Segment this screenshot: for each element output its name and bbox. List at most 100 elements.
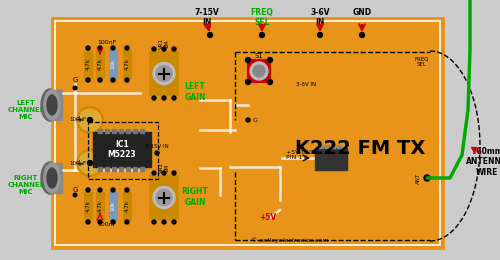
Bar [123, 50, 131, 78]
Circle shape [162, 220, 166, 224]
Circle shape [125, 220, 129, 224]
Circle shape [152, 47, 156, 51]
Circle shape [246, 80, 250, 84]
Circle shape [111, 188, 115, 192]
Bar [331, 145, 335, 148]
Circle shape [424, 175, 430, 181]
Bar [123, 192, 131, 220]
Bar [96, 50, 104, 78]
Bar [105, 167, 109, 171]
Circle shape [73, 86, 77, 90]
Circle shape [360, 32, 364, 37]
Text: ANT: ANT [416, 172, 421, 184]
Bar [337, 145, 341, 148]
Text: K222 FM TX: K222 FM TX [295, 139, 425, 158]
Bar [112, 129, 116, 133]
Circle shape [155, 151, 159, 155]
Circle shape [98, 46, 102, 50]
Circle shape [172, 220, 176, 224]
Bar [150, 176, 178, 219]
Bar [248, 60, 270, 82]
Circle shape [152, 96, 156, 100]
Text: 4.7k: 4.7k [86, 200, 90, 212]
Text: VR1
1M: VR1 1M [158, 38, 170, 49]
Circle shape [208, 32, 212, 37]
Circle shape [88, 160, 92, 166]
Circle shape [111, 78, 115, 82]
Text: 100nF: 100nF [98, 222, 116, 227]
Circle shape [86, 78, 90, 82]
Ellipse shape [44, 163, 60, 193]
Bar [126, 167, 130, 171]
Text: +5V: +5V [260, 213, 276, 223]
Bar [119, 167, 123, 171]
Circle shape [86, 188, 90, 192]
Text: 4.7k: 4.7k [98, 200, 102, 212]
Text: 10k: 10k [110, 59, 116, 69]
Text: G: G [72, 77, 78, 83]
Text: G: G [72, 187, 78, 193]
Circle shape [152, 171, 156, 175]
Circle shape [125, 188, 129, 192]
Bar [84, 50, 92, 78]
Circle shape [162, 171, 166, 175]
Text: S1: S1 [254, 53, 264, 59]
Circle shape [318, 32, 322, 37]
Text: RIGHT
GAIN: RIGHT GAIN [182, 187, 208, 207]
Circle shape [86, 46, 90, 50]
Circle shape [250, 62, 268, 80]
Bar [105, 129, 109, 133]
Circle shape [156, 66, 172, 81]
Bar [133, 167, 137, 171]
Bar [119, 129, 123, 133]
Bar [96, 192, 104, 220]
Circle shape [172, 171, 176, 175]
Circle shape [98, 220, 102, 224]
Bar [93, 132, 151, 167]
Bar [84, 192, 92, 220]
Bar [319, 145, 323, 148]
Circle shape [246, 118, 250, 122]
Circle shape [260, 32, 264, 37]
Circle shape [79, 152, 101, 174]
Circle shape [162, 96, 166, 100]
Text: 4.7k: 4.7k [124, 200, 130, 212]
Bar [55, 21, 440, 245]
Circle shape [111, 220, 115, 224]
Text: +5V OUT
PIN 1: +5V OUT PIN 1 [286, 150, 315, 160]
Circle shape [125, 78, 129, 82]
Circle shape [156, 190, 172, 205]
Ellipse shape [47, 168, 57, 188]
Text: 100nF: 100nF [98, 40, 116, 45]
Ellipse shape [41, 89, 59, 121]
Text: 100μF: 100μF [70, 118, 86, 122]
Bar [133, 129, 137, 133]
Circle shape [152, 220, 156, 224]
Circle shape [86, 220, 90, 224]
Circle shape [172, 96, 176, 100]
Text: VR2
1M: VR2 1M [158, 162, 170, 173]
Text: 760mm
ANTENNA
WIRE: 760mm ANTENNA WIRE [466, 147, 500, 177]
Text: RIGHT
CHANNEL
MIC: RIGHT CHANNEL MIC [8, 175, 44, 195]
Text: IC1
M5223: IC1 M5223 [108, 140, 136, 159]
Circle shape [77, 107, 103, 133]
Circle shape [88, 118, 92, 122]
Circle shape [98, 188, 102, 192]
Text: 10k: 10k [110, 201, 116, 211]
Bar [140, 129, 144, 133]
Bar [52, 90, 62, 120]
Bar [315, 148, 347, 170]
Text: +: + [76, 115, 82, 125]
Circle shape [79, 109, 101, 131]
Bar [109, 50, 117, 78]
Bar [98, 129, 102, 133]
Text: 4.7k: 4.7k [98, 58, 102, 70]
Text: LEFT
GAIN: LEFT GAIN [184, 82, 206, 102]
Circle shape [111, 46, 115, 50]
Circle shape [73, 193, 77, 197]
Bar [109, 192, 117, 220]
Circle shape [153, 186, 175, 209]
Ellipse shape [47, 95, 57, 115]
Bar [325, 145, 329, 148]
Circle shape [246, 57, 250, 62]
